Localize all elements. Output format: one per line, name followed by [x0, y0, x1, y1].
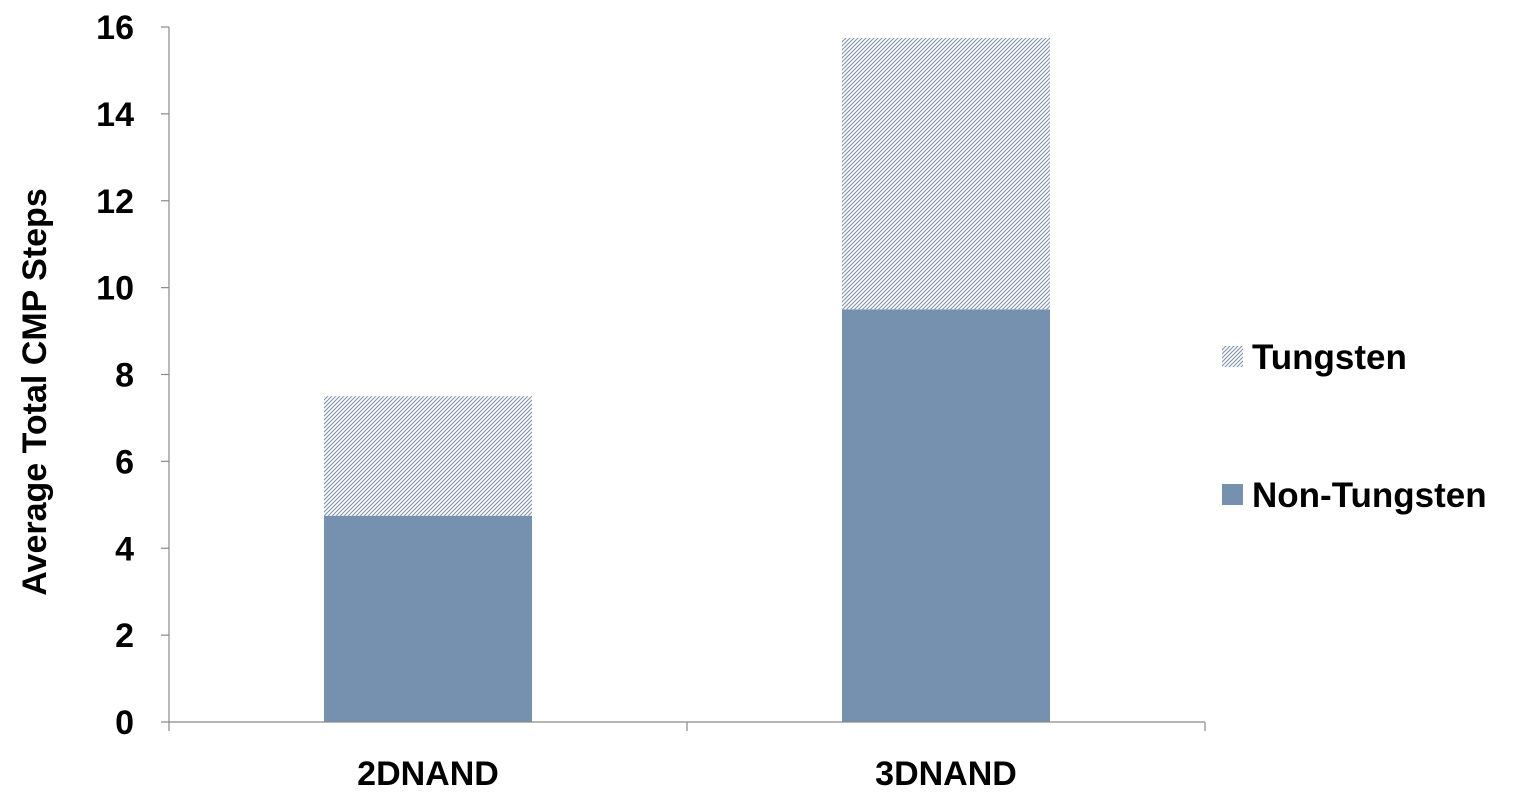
legend-label-tungsten: Tungsten — [1252, 338, 1407, 377]
y-tick-label: 6 — [115, 443, 134, 481]
y-tick-label: 8 — [115, 357, 134, 395]
bars — [324, 37, 1050, 722]
y-tick-label: 2 — [115, 617, 134, 655]
x-category-label: 2DNAND — [357, 755, 499, 788]
legend: Tungsten Non-Tungsten — [1222, 338, 1487, 515]
legend-swatch-non-tungsten — [1222, 484, 1243, 505]
y-tick-label: 4 — [115, 530, 134, 568]
y-tick-label: 10 — [96, 270, 134, 308]
bar-non-tungsten-2dnand — [324, 515, 532, 722]
legend-label-non-tungsten: Non-Tungsten — [1252, 476, 1487, 515]
x-category-label: 3DNAND — [875, 755, 1017, 788]
y-tick-label: 14 — [96, 96, 134, 134]
y-axis-ticks: 0 2 4 6 8 10 12 14 16 — [96, 9, 169, 742]
x-axis-categories: 2DNAND 3DNAND — [168, 722, 1206, 793]
y-tick-label: 16 — [96, 9, 134, 47]
y-tick-label: 12 — [96, 183, 134, 221]
bar-tungsten-2dnand — [324, 396, 532, 516]
y-axis-title: Average Total CMP Steps — [16, 188, 54, 596]
legend-swatch-tungsten — [1222, 346, 1243, 367]
bar-tungsten-3dnand — [842, 37, 1050, 310]
bar-non-tungsten-3dnand — [842, 309, 1050, 722]
y-tick-label: 0 — [115, 704, 134, 742]
